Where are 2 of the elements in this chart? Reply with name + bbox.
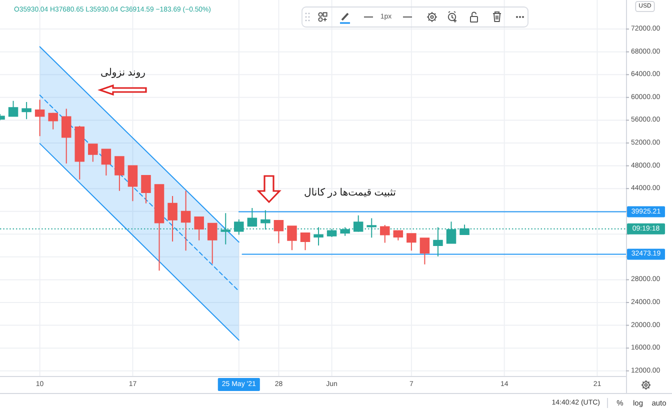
- annotation: روند نزولی: [100, 68, 146, 78]
- annotation: تثبیت قیمت‌ها در کانال: [304, 188, 396, 198]
